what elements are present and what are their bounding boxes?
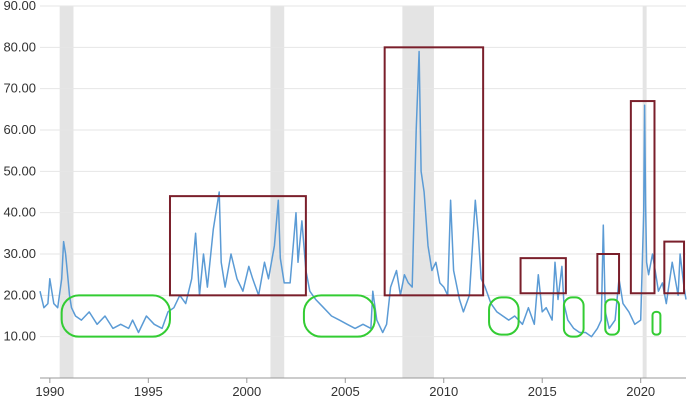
recession-bands [59,6,647,378]
highlight-boxes [60,46,686,338]
x-tick-label-6: 2020 [626,384,655,399]
low-vol-box-5 [651,310,662,336]
x-tick-label-5: 2015 [528,384,557,399]
high-vol-box-0 [168,195,307,297]
low-vol-box-2 [488,296,520,336]
recession-band-0 [59,6,74,378]
high-vol-box-1 [383,46,485,297]
x-tick-label-2: 2000 [232,384,261,399]
grid-lines [40,5,686,338]
series-lines [39,50,687,338]
x-tick-labels: 1990 1995 2000 2005 2010 2015 2020 [35,378,655,399]
y-tick-label-6: 70.00 [3,81,36,96]
recession-band-1 [270,6,285,378]
low-vol-box-0 [60,294,171,338]
y-tick-label-7: 80.00 [3,39,36,54]
y-tick-label-5: 60.00 [3,122,36,137]
low-vol-box-1 [302,294,376,338]
low-vol-box-4 [604,298,621,336]
y-tick-label-3: 40.00 [3,205,36,220]
recession-band-3 [642,6,647,378]
y-tick-label-1: 20.00 [3,287,36,302]
x-tick-label-4: 2010 [429,384,458,399]
y-tick-label-8: 90.00 [3,0,36,13]
y-tick-labels: 10.00 20.00 30.00 40.00 50.00 60.00 70.00 80.00… [3,0,36,344]
x-tick-label-1: 1995 [134,384,163,399]
x-tick-label-3: 2005 [331,384,360,399]
high-vol-box-5 [663,240,686,295]
x-tick-label-0: 1990 [35,384,64,399]
y-tick-label-2: 30.00 [3,246,36,261]
y-tick-label-4: 50.00 [3,163,36,178]
high-vol-box-4 [629,100,656,295]
low-vol-box-3 [562,296,585,338]
series-line-0 [39,50,687,338]
high-vol-box-2 [519,257,567,295]
high-vol-box-3 [596,253,621,295]
y-tick-label-0: 10.00 [3,329,36,344]
